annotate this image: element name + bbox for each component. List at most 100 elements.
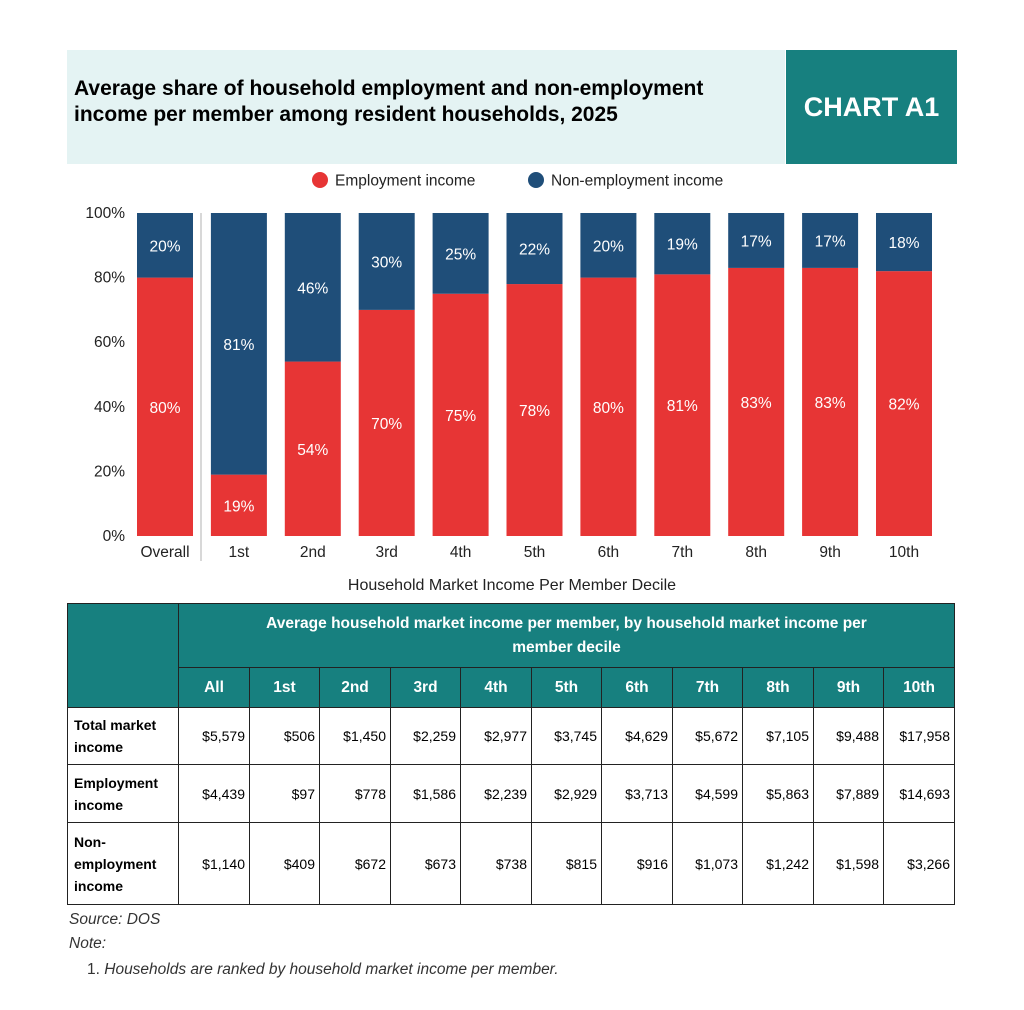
bar-non-employment (210, 213, 267, 475)
table-row-label-line: employment (74, 855, 157, 872)
data-label-employment: 80% (149, 400, 180, 417)
table-cell: $3,266 (883, 822, 955, 905)
table-cell: $815 (531, 822, 602, 905)
table-cell: $4,439 (178, 764, 250, 823)
table-column-header: 6th (601, 667, 673, 708)
data-label-employment: 80% (593, 400, 624, 417)
bar-employment (654, 274, 711, 536)
chart-badge: CHART A1 (786, 50, 957, 164)
bar-non-employment (432, 213, 489, 294)
note-label: Note: (69, 935, 107, 952)
data-label-non-employment: 81% (223, 337, 254, 354)
table-cell: $4,599 (672, 764, 743, 823)
table-cell: $2,239 (460, 764, 532, 823)
bar-non-employment (358, 213, 415, 310)
bar-non-employment (137, 213, 193, 278)
legend-non-employment-marker (528, 172, 544, 188)
chart-header: Average share of household employment an… (67, 50, 957, 164)
bar-non-employment (876, 213, 932, 272)
table-row: Total market income $5,579 $506 $1,450 $2,259… (67, 707, 955, 765)
data-label-non-employment: 30% (371, 254, 402, 271)
bar-non-employment (654, 213, 711, 275)
x-tick-label: 7th (672, 544, 694, 561)
table-cell: $672 (319, 822, 391, 905)
table-column-header: 4th (460, 667, 532, 708)
x-tick-label: 2nd (300, 544, 326, 561)
table-row-label-line: income (74, 739, 124, 755)
table-group-header: Average household market income per memb… (178, 603, 955, 668)
x-tick-label: 9th (819, 544, 841, 561)
note-number: 1. (87, 961, 100, 978)
income-table: Average household market income per memb… (67, 603, 955, 905)
legend-employment-marker (312, 172, 328, 188)
y-tick-label: 60% (94, 334, 125, 351)
chart-title-line1: Average share of household employment an… (74, 77, 704, 100)
table-cell: $3,745 (531, 707, 602, 765)
chart-title: Average share of household employment an… (67, 50, 785, 164)
x-tick-label: Overall (140, 544, 189, 561)
table-body: Total market income $5,579 $506 $1,450 $2,259… (67, 707, 955, 905)
table-cell: $7,105 (742, 707, 814, 765)
bar-non-employment (506, 213, 563, 285)
x-tick-label: 6th (598, 544, 620, 561)
x-tick-label: 10th (889, 544, 919, 561)
x-axis-title: Household Market Income Per Member Decil… (348, 577, 676, 594)
bar-employment (432, 293, 489, 536)
table-cell: $778 (319, 764, 391, 823)
table-column-header: 3rd (390, 667, 461, 708)
table-cell: $7,889 (813, 764, 884, 823)
table-cell: $2,259 (390, 707, 461, 765)
bar-non-employment (728, 213, 785, 268)
data-label-employment: 78% (519, 403, 550, 420)
table-row-label: Non-employment income (67, 822, 179, 905)
data-label-employment: 81% (667, 398, 698, 415)
data-label-employment: 75% (445, 408, 476, 425)
table-cell: $1,450 (319, 707, 391, 765)
bar-employment (580, 277, 637, 536)
table-cell: $4,629 (601, 707, 673, 765)
bar-employment (210, 474, 267, 536)
chart-title-line2: income per member among resident househo… (74, 103, 618, 126)
table-column-header: All (178, 667, 250, 708)
data-label-employment: 19% (223, 498, 254, 515)
table-column-header: 10th (883, 667, 955, 708)
bar-non-employment (284, 213, 341, 362)
table-row-label-line: Total market (74, 717, 157, 733)
table-group-header-line2: member decile (512, 638, 621, 656)
table-cell: $17,958 (883, 707, 955, 765)
table-cell: $1,242 (742, 822, 814, 905)
table-cell: $9,488 (813, 707, 884, 765)
bar-employment (728, 267, 785, 536)
data-label-non-employment: 25% (445, 246, 476, 263)
data-label-non-employment: 18% (888, 235, 919, 252)
table-cell: $1,586 (390, 764, 461, 823)
bar-employment (876, 271, 932, 536)
table-column-header: 7th (672, 667, 743, 708)
bar-employment (506, 284, 563, 536)
data-label-employment: 83% (741, 395, 772, 412)
legend-employment-label: Employment income (335, 173, 475, 190)
table-cell: $738 (460, 822, 532, 905)
table-row-label: Employment income (67, 764, 179, 823)
table-cell: $1,140 (178, 822, 250, 905)
table-corner-cell (67, 603, 179, 708)
data-label-non-employment: 17% (815, 233, 846, 250)
table-column-header: 5th (531, 667, 602, 708)
x-tick-label: 1st (229, 544, 250, 561)
table-cell: $3,713 (601, 764, 673, 823)
y-tick-label: 0% (103, 528, 126, 545)
table-cell: $1,598 (813, 822, 884, 905)
table-row: Non-employment income $1,140 $409 $672 $673 $7… (67, 822, 955, 905)
table-cell: $1,073 (672, 822, 743, 905)
table-group-header-line1: Average household market income per memb… (266, 614, 867, 632)
data-label-non-employment: 20% (149, 238, 180, 255)
table-row-label-line: income (74, 796, 124, 813)
legend-non-employment-label: Non-employment income (551, 173, 723, 190)
table-cell: $14,693 (883, 764, 955, 823)
table-column-header: 8th (742, 667, 814, 708)
data-label-employment: 70% (371, 416, 402, 433)
data-label-employment: 83% (815, 395, 846, 412)
table-row-label: Total market income (67, 707, 179, 765)
bar-employment (802, 267, 859, 536)
y-tick-label: 100% (85, 205, 125, 222)
